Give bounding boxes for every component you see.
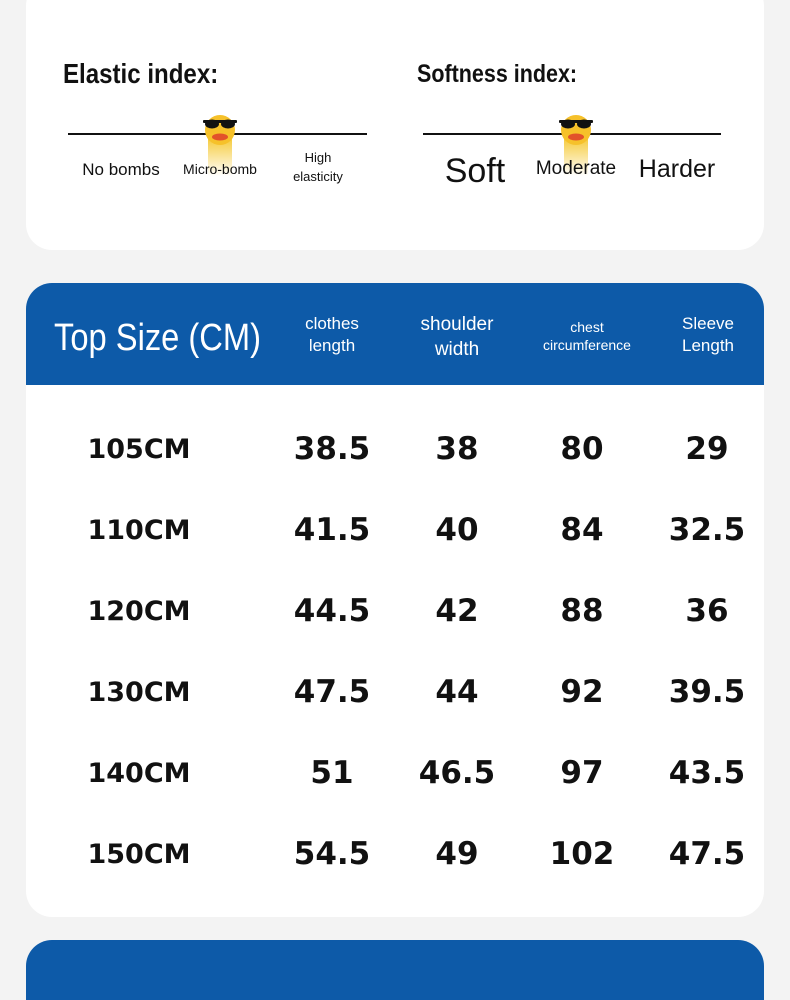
size-table-title: Top Size (CM) <box>54 317 262 359</box>
table-row: 130CM 47.5 44 92 39.5 <box>26 652 764 733</box>
clothes-length-cell: 44.5 <box>293 593 371 629</box>
table-row: 120CM 44.5 42 88 36 <box>26 571 764 652</box>
size-table-header: Top Size (CM) clothes length shoulder wi… <box>26 283 764 385</box>
sleeve-length-cell: 32.5 <box>668 512 746 548</box>
header-sleeve-length: Sleeve Length <box>682 314 734 356</box>
size-table-card: Top Size (CM) clothes length shoulder wi… <box>26 283 764 917</box>
shoulder-width-cell: 40 <box>435 512 479 548</box>
size-cell: 105CM <box>87 434 191 465</box>
sleeve-length-cell: 39.5 <box>668 674 746 710</box>
sleeve-length-cell: 29 <box>685 431 729 467</box>
chest-circumference-cell: 84 <box>560 512 604 548</box>
shoulder-width-cell: 44 <box>435 674 479 710</box>
table-row: 110CM 41.5 40 84 32.5 <box>26 490 764 571</box>
duck-with-sunglasses-icon <box>559 115 593 176</box>
clothes-length-cell: 54.5 <box>293 836 371 872</box>
elastic-index-title: Elastic index: <box>63 58 219 89</box>
size-cell: 140CM <box>87 758 191 789</box>
size-cell: 150CM <box>87 839 191 870</box>
header-shoulder-width: shoulder width <box>420 314 494 360</box>
clothes-length-cell: 41.5 <box>293 512 371 548</box>
shoulder-width-cell: 42 <box>435 593 479 629</box>
chest-circumference-cell: 80 <box>560 431 604 467</box>
table-row: 150CM 54.5 49 102 47.5 <box>26 814 764 895</box>
shoulder-width-cell: 38 <box>435 431 479 467</box>
elastic-label-elasticity: elasticity <box>293 169 343 184</box>
fabric-index-card <box>26 0 764 250</box>
chest-circumference-cell: 88 <box>560 593 604 629</box>
header-chest-circumference: chest circumference <box>543 319 631 354</box>
header-clothes-length: clothes length <box>305 314 359 356</box>
table-row: 140CM 51 46.5 97 43.5 <box>26 733 764 814</box>
softness-label-soft: Soft <box>444 152 506 190</box>
clothes-length-cell: 38.5 <box>293 431 371 467</box>
elastic-label-micro-bomb: Micro-bomb <box>183 161 257 177</box>
size-cell: 120CM <box>87 596 191 627</box>
sleeve-length-cell: 36 <box>685 593 729 629</box>
shoulder-width-cell: 46.5 <box>418 755 496 791</box>
elastic-label-no-bombs: No bombs <box>82 160 160 179</box>
sleeve-length-cell: 43.5 <box>668 755 746 791</box>
chest-circumference-cell: 102 <box>549 836 615 872</box>
chest-circumference-cell: 92 <box>560 674 604 710</box>
elastic-label-high: High <box>304 150 332 165</box>
softness-index-title: Softness index: <box>417 60 578 88</box>
size-cell: 130CM <box>87 677 191 708</box>
table-row: 105CM 38.5 38 80 29 <box>26 409 764 490</box>
sleeve-length-cell: 47.5 <box>668 836 746 872</box>
clothes-length-cell: 51 <box>310 755 354 791</box>
softness-label-harder: Harder <box>638 155 716 183</box>
size-cell: 110CM <box>87 515 191 546</box>
next-section-header <box>26 940 764 1000</box>
softness-label-moderate: Moderate <box>535 158 617 179</box>
clothes-length-cell: 47.5 <box>293 674 371 710</box>
shoulder-width-cell: 49 <box>435 836 479 872</box>
chest-circumference-cell: 97 <box>560 755 604 791</box>
duck-with-sunglasses-icon <box>203 115 237 176</box>
